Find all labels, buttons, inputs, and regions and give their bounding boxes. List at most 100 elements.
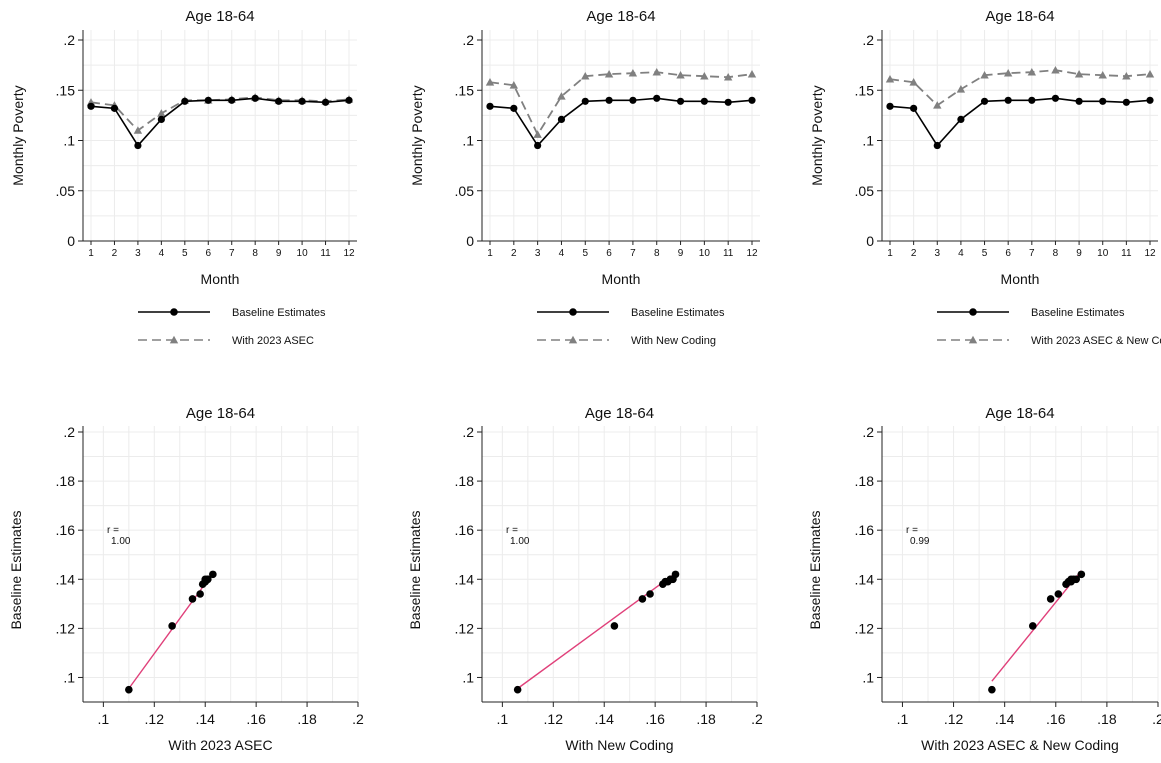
data-point (1004, 96, 1012, 104)
x-tick-label: 12 (746, 248, 758, 259)
chart-title: Age 18-64 (985, 8, 1054, 25)
data-point (956, 85, 966, 93)
data-point (1077, 570, 1086, 579)
y-tick-label: .18 (455, 473, 475, 489)
x-tick-label: 11 (320, 248, 331, 259)
x-tick-label: 3 (135, 248, 141, 259)
x-tick-label: 2 (911, 248, 917, 259)
data-point (700, 71, 709, 80)
legend-marker-2 (968, 335, 978, 344)
data-point (605, 96, 613, 104)
x-tick-label: 12 (1144, 248, 1156, 259)
x-tick-label: 7 (630, 248, 636, 259)
y-axis-label: Monthly Poverty (809, 85, 825, 185)
data-point (748, 96, 756, 104)
x-tick-label: 9 (276, 248, 282, 259)
x-tick-label: 2 (511, 248, 517, 259)
data-point (1122, 71, 1131, 80)
data-point (298, 97, 306, 105)
x-tick-label: 1 (887, 248, 893, 259)
legend-marker-2 (568, 335, 578, 344)
x-tick-label: 10 (297, 248, 309, 259)
x-tick-label: 5 (982, 248, 988, 259)
data-point (646, 590, 654, 598)
data-point (666, 575, 675, 584)
data-point (1062, 580, 1070, 588)
x-tick-label: 7 (1029, 248, 1035, 259)
y-tick-label: .15 (855, 82, 875, 98)
x-tick-label: .1 (897, 711, 909, 727)
y-tick-label: 0 (866, 233, 874, 249)
data-point (196, 590, 204, 598)
y-tick-label: .05 (56, 183, 76, 199)
data-point (700, 97, 708, 105)
x-tick-label: 5 (182, 248, 188, 259)
fit-line (991, 570, 1082, 682)
data-point (676, 97, 685, 105)
x-tick-label: 4 (559, 248, 565, 259)
x-tick-label: .1 (497, 711, 509, 727)
x-axis-label: Month (1001, 271, 1040, 287)
data-point (321, 98, 330, 106)
data-point (885, 74, 895, 83)
y-tick-label: .14 (855, 571, 875, 587)
data-point (228, 96, 236, 104)
data-point (1051, 94, 1060, 102)
y-tick-label: .16 (855, 522, 875, 538)
data-point (653, 94, 661, 102)
data-point (125, 685, 133, 694)
y-tick-label: .16 (455, 522, 475, 538)
annotation-value: 1.00 (510, 536, 530, 547)
data-point (658, 580, 667, 588)
y-axis-label: Baseline Estimates (407, 510, 423, 629)
data-point (275, 97, 283, 105)
data-point (203, 575, 212, 584)
data-point (1003, 68, 1013, 77)
data-point (251, 94, 259, 102)
x-tick-label: 9 (678, 248, 684, 259)
x-tick-label: 6 (205, 248, 211, 259)
y-axis-label: Monthly Poverty (10, 85, 26, 185)
data-point (1054, 590, 1063, 598)
y-tick-label: .05 (855, 183, 875, 199)
data-point (110, 104, 119, 112)
data-point (1046, 595, 1055, 603)
data-point (724, 98, 732, 106)
y-axis-label: Baseline Estimates (807, 510, 823, 629)
data-point (581, 97, 589, 105)
x-tick-label: 8 (252, 248, 258, 259)
data-point (1067, 575, 1075, 584)
data-point (671, 570, 680, 579)
data-point (87, 102, 95, 110)
x-tick-label: .16 (645, 711, 665, 727)
x-tick-label: .14 (195, 711, 215, 727)
data-point (980, 70, 989, 79)
data-point (485, 78, 495, 86)
data-point (557, 115, 566, 123)
data-point (486, 102, 494, 110)
x-tick-label: 3 (934, 248, 940, 259)
data-point (1145, 69, 1155, 78)
y-tick-label: .15 (455, 82, 475, 98)
x-axis-label: With 2023 ASEC & New Coding (921, 737, 1119, 753)
x-tick-label: 10 (699, 248, 711, 259)
series-line-1 (889, 97, 1151, 147)
y-tick-label: .12 (56, 620, 76, 636)
y-tick-label: .12 (455, 620, 475, 636)
series-line-2 (889, 69, 1151, 107)
data-point (557, 92, 566, 100)
x-tick-label: .2 (352, 711, 364, 727)
x-tick-label: .12 (145, 711, 165, 727)
x-tick-label: 11 (1121, 248, 1132, 259)
data-point (723, 72, 733, 81)
data-point (610, 622, 619, 630)
data-point (933, 141, 941, 150)
data-point (1074, 69, 1084, 78)
data-point (510, 104, 518, 112)
y-tick-label: 0 (466, 233, 474, 249)
data-point (957, 115, 965, 123)
legend-label-2: With New Coding (631, 335, 716, 347)
